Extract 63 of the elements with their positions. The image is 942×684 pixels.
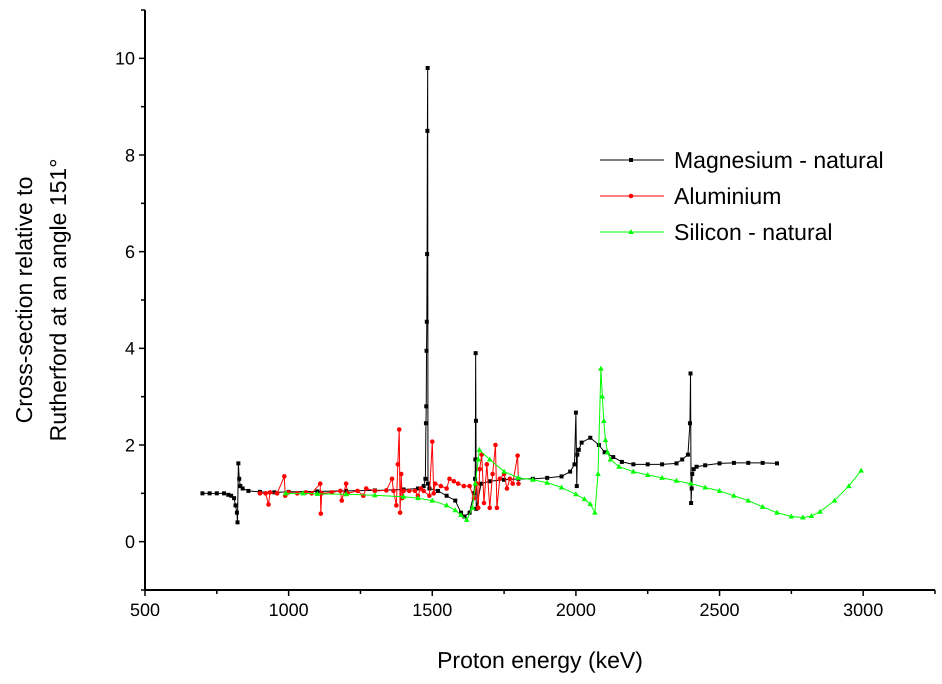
x-tick-label: 2000 (556, 600, 596, 620)
point (788, 514, 794, 519)
point (745, 498, 752, 503)
point (616, 464, 622, 469)
point (602, 437, 608, 442)
point (702, 484, 708, 490)
point (608, 456, 614, 462)
point (476, 446, 482, 452)
legend-label: Aluminium (674, 183, 782, 210)
point (595, 471, 601, 476)
point (458, 512, 464, 518)
point (600, 418, 607, 423)
point (464, 516, 470, 522)
point (444, 502, 450, 508)
y-tick-label: 6 (124, 242, 135, 262)
point (470, 504, 476, 510)
point (644, 472, 651, 477)
point (688, 480, 694, 486)
point (282, 490, 289, 496)
x-tick-label: 1500 (412, 600, 452, 620)
point (630, 468, 636, 474)
x-tick-label: 500 (130, 600, 160, 620)
point (716, 488, 722, 493)
point (598, 366, 604, 371)
legend-label: Silicon - natural (674, 219, 833, 246)
point (817, 508, 823, 514)
y-tick-label: 2 (124, 435, 135, 456)
point (800, 514, 806, 520)
point (429, 498, 436, 503)
point (600, 394, 606, 399)
y-tick-label: 0 (124, 532, 135, 552)
point (573, 491, 579, 496)
point (858, 468, 864, 473)
x-tick-label: 2500 (700, 600, 740, 620)
point (760, 504, 766, 509)
point (604, 449, 610, 454)
point (774, 510, 780, 515)
x-tick-label: 3000 (843, 600, 884, 620)
point (486, 456, 493, 462)
y-axis-title: Cross-section relative to Rutherford at an angle 151° (11, 158, 71, 442)
point (452, 507, 458, 512)
point (587, 500, 594, 506)
point (731, 492, 737, 498)
point (674, 478, 680, 483)
point (300, 490, 306, 496)
point (558, 484, 564, 490)
y-tick-label: 10 (114, 48, 135, 69)
point (314, 490, 320, 496)
x-axis-title: Proton energy (keV) (437, 647, 643, 673)
point (475, 456, 482, 462)
point (592, 510, 598, 515)
point (372, 492, 378, 498)
point (846, 483, 852, 488)
y-tick-label: 4 (124, 338, 135, 359)
legend-label: Magnesium - natural (674, 147, 884, 174)
point (582, 496, 588, 502)
point (659, 474, 665, 480)
point (832, 498, 838, 503)
y-tick-label: 8 (124, 145, 135, 166)
point (544, 480, 550, 485)
point (501, 468, 507, 474)
x-tick-label: 1000 (268, 600, 309, 620)
point (808, 513, 814, 518)
